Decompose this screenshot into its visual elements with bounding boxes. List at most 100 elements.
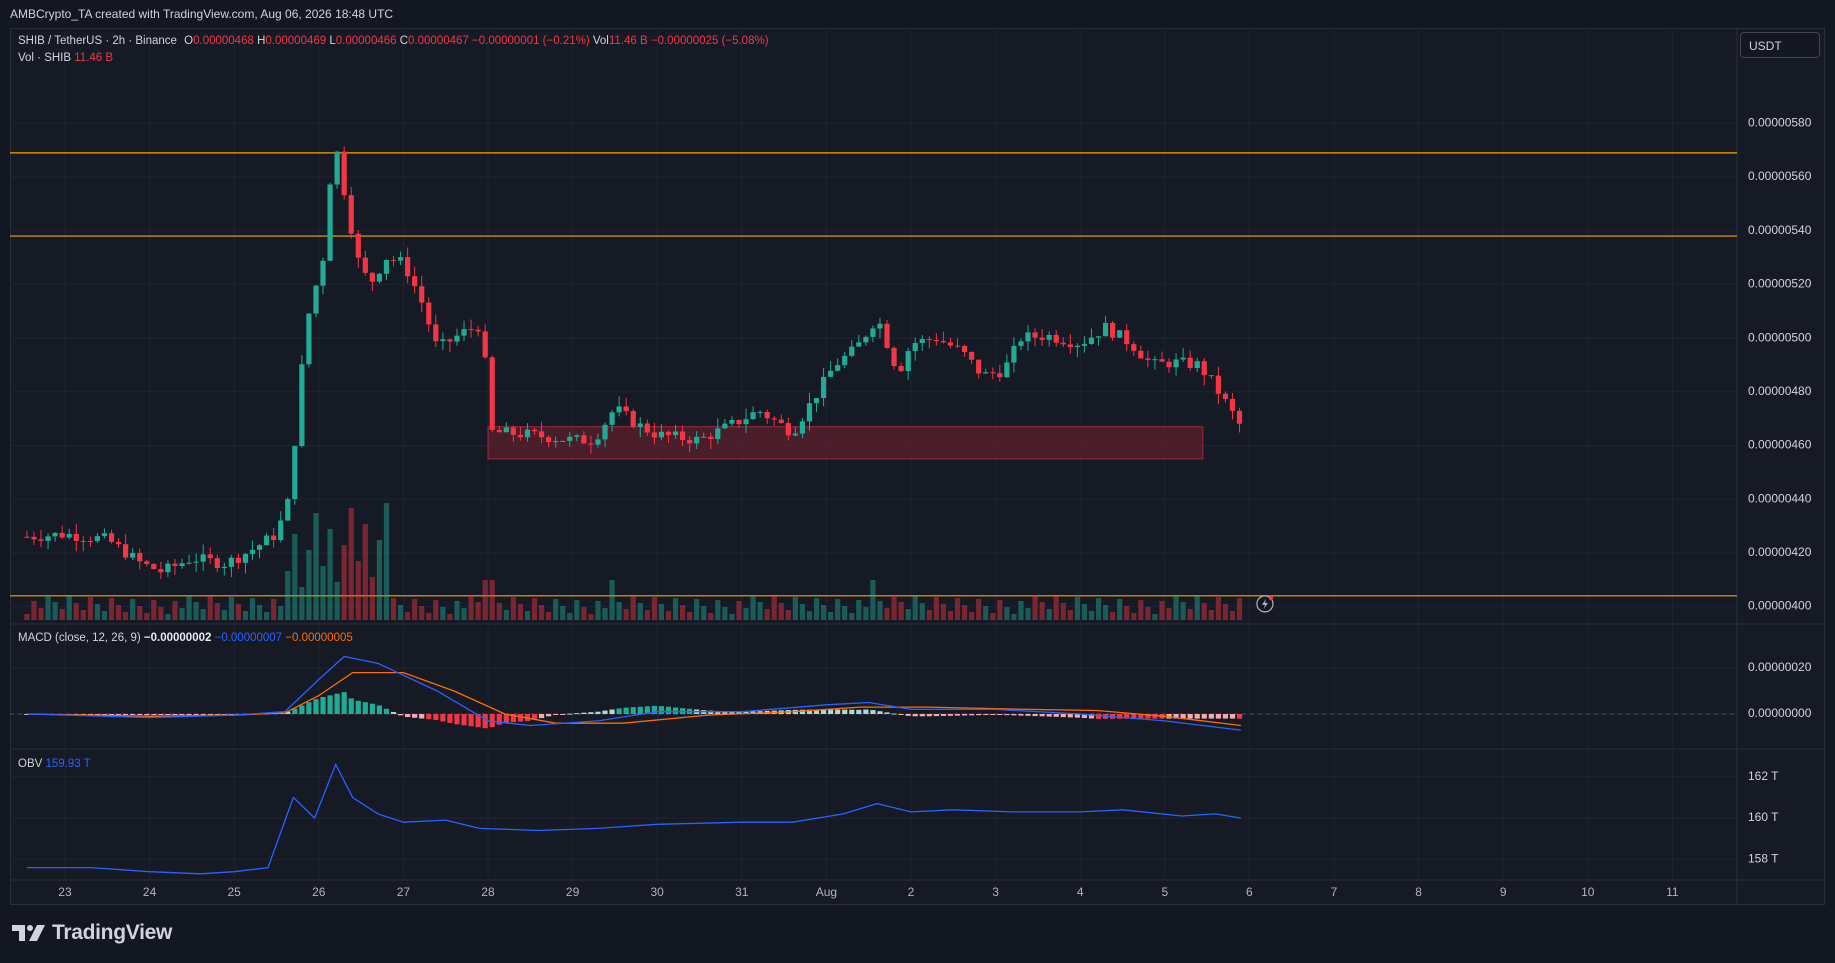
- candle-body: [278, 520, 284, 541]
- volume-bar: [123, 612, 129, 620]
- candle-body: [390, 259, 397, 261]
- candle-body: [235, 557, 242, 563]
- macd-histogram-bar: [172, 714, 178, 715]
- volume-bar: [1138, 600, 1144, 620]
- volume-bar: [792, 597, 798, 620]
- volume-bar: [1236, 598, 1243, 620]
- open-value: 0.00000468: [193, 35, 254, 47]
- candle-body: [954, 345, 961, 347]
- candle-body: [736, 419, 742, 425]
- macd-histogram-bar: [983, 714, 989, 715]
- macd-histogram-bar: [108, 714, 115, 715]
- candle-body: [701, 436, 707, 438]
- candle-body: [708, 436, 714, 440]
- macd-histogram-bar: [433, 714, 439, 720]
- volume-bar: [306, 550, 312, 620]
- macd-histogram-bar: [426, 714, 432, 720]
- volume-bar: [856, 600, 862, 620]
- macd-histogram-bar: [200, 714, 206, 715]
- obv-value: 159.93 T: [45, 758, 91, 770]
- macd-histogram-bar: [919, 714, 925, 717]
- support-zone: [487, 426, 1204, 460]
- candle-body: [461, 329, 467, 336]
- candle-body: [221, 566, 227, 569]
- top-bar: AMBCrypto_TA created with TradingView.co…: [0, 0, 1835, 28]
- candle-body: [108, 533, 115, 542]
- volume-bar: [1025, 608, 1031, 620]
- volume-bar: [1053, 596, 1059, 620]
- volume-bar: [1152, 614, 1158, 620]
- candle-body: [651, 432, 657, 438]
- candle-body: [24, 536, 30, 538]
- macd-histogram-bar: [306, 702, 312, 714]
- macd-histogram-bar: [630, 707, 636, 714]
- macd-histogram-bar: [1124, 714, 1130, 719]
- bottom-bar: [0, 905, 1835, 963]
- volume-bar: [433, 600, 439, 620]
- tradingview-logo-icon: [12, 925, 45, 941]
- candle-body: [524, 429, 531, 438]
- y-tick-label: 0.00000460: [1748, 438, 1812, 452]
- macd-histogram-bar: [440, 714, 446, 722]
- candle-body: [433, 324, 439, 342]
- volume-bar: [412, 599, 418, 620]
- volume-bar: [475, 602, 481, 620]
- volume-bar: [1222, 604, 1229, 620]
- symbol-label[interactable]: SHIB / TetherUS · 2h · Binance: [18, 35, 177, 47]
- candle-body: [73, 533, 79, 541]
- volume-bar: [595, 601, 601, 620]
- volume-bar: [835, 599, 841, 620]
- volume-bar: [1180, 602, 1186, 620]
- macd-histogram-bar: [969, 714, 975, 716]
- x-tick-label: 4: [1077, 885, 1084, 899]
- volume-bar: [524, 611, 531, 620]
- volume-bar: [616, 602, 622, 620]
- volume-bar: [778, 603, 784, 620]
- macd-histogram-bar: [123, 714, 129, 715]
- volume-bar: [870, 580, 876, 620]
- macd-histogram-bar: [1117, 714, 1123, 719]
- volume-bar: [186, 595, 192, 620]
- volume-bar: [954, 598, 961, 620]
- macd-label[interactable]: MACD (close, 12, 26, 9): [18, 632, 141, 644]
- volume-series-label[interactable]: Vol · SHIB: [18, 52, 72, 64]
- candle-body: [1032, 332, 1038, 338]
- volume-bar: [976, 599, 982, 620]
- volume-bar: [31, 601, 37, 620]
- obv-label[interactable]: OBV: [18, 758, 43, 770]
- candle-body: [207, 554, 213, 559]
- candle-body: [687, 439, 693, 444]
- volume-bar: [538, 605, 545, 620]
- volume-bar: [1046, 609, 1052, 620]
- volume-bar: [137, 606, 143, 620]
- tradingview-logo[interactable]: TradingView: [12, 921, 172, 945]
- volume-bar: [743, 608, 749, 620]
- macd-histogram-bar: [1053, 714, 1059, 717]
- candle-body: [249, 549, 256, 554]
- x-tick-label: 7: [1331, 885, 1338, 899]
- volume-bar: [567, 613, 573, 620]
- volume-bar: [1201, 603, 1207, 620]
- volume-bar: [1018, 601, 1024, 620]
- volume-bar: [158, 607, 164, 620]
- macd-histogram-bar: [1060, 714, 1066, 718]
- volume-legend: Vol · SHIB 11.46 B: [18, 52, 113, 64]
- candle-body: [123, 544, 129, 558]
- macd-legend: MACD (close, 12, 26, 9) −0.00000002 −0.0…: [18, 632, 353, 644]
- volume-bar: [327, 529, 333, 620]
- candle-body: [567, 436, 573, 441]
- macd-histogram-bar: [884, 712, 890, 714]
- candle-body: [1152, 359, 1158, 361]
- currency-button[interactable]: USDT: [1740, 32, 1820, 58]
- candle-body: [1046, 334, 1052, 340]
- macd-histogram-bar: [1173, 714, 1179, 719]
- volume-bar: [602, 608, 608, 620]
- volume-bar: [849, 613, 855, 620]
- volume-bar: [1067, 610, 1073, 620]
- candle-body: [1095, 336, 1102, 338]
- macd-histogram-bar: [672, 707, 679, 714]
- macd-histogram-bar: [1222, 714, 1229, 719]
- macd-histogram-bar: [581, 712, 587, 714]
- candle-body: [299, 364, 305, 447]
